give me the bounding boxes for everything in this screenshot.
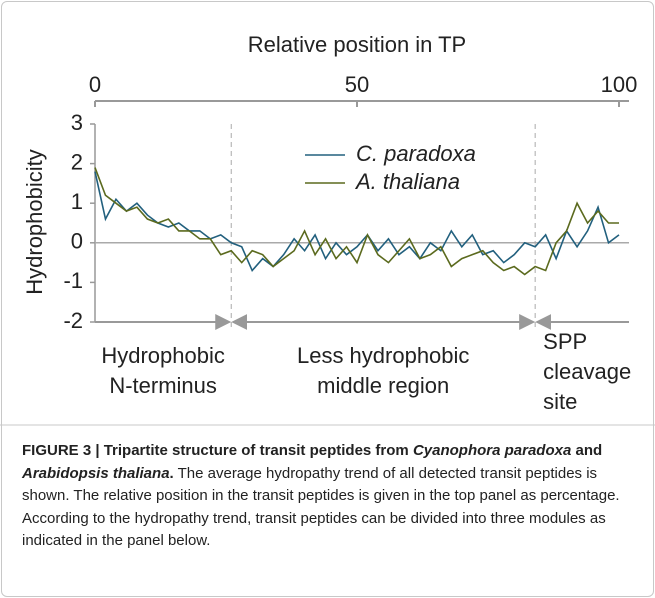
chart-title: Relative position in TP [248, 32, 467, 57]
caption-run: . [169, 464, 174, 482]
caption: FIGURE 3 | Tripartite structure of trans… [22, 440, 636, 553]
y-axis-label: Hydrophobicity [22, 149, 47, 295]
chart: Relative position in TP Hydrophobicity 0… [0, 32, 655, 426]
caption-run: Arabidopsis thaliana [22, 464, 170, 482]
x-tick-label: 100 [601, 72, 638, 97]
region-label: SPP [543, 329, 587, 354]
region-label: Less hydrophobic [297, 343, 469, 368]
caption-run: The average hydropathy trend of all dete… [22, 464, 620, 550]
region-label: cleavage [543, 359, 631, 384]
series-line [94, 167, 619, 276]
y-tick-label: -2 [63, 308, 83, 333]
region-label: N-terminus [109, 373, 217, 398]
legend-label: C. paradoxa [356, 141, 476, 166]
region-label: site [543, 389, 577, 414]
y-tick-label: 2 [71, 149, 83, 174]
y-tick-label: 1 [71, 189, 83, 214]
y-tick-label: 3 [71, 110, 83, 135]
region-label: middle region [317, 373, 449, 398]
y-tick-label: 0 [71, 229, 83, 254]
caption-run: FIGURE 3 | Tripartite structure of trans… [22, 442, 413, 459]
caption-run: Cyanophora paradoxa [412, 442, 572, 459]
x-tick-label: 0 [89, 72, 101, 97]
region-label: Hydrophobic [101, 343, 225, 368]
legend-label: A. thaliana [354, 169, 460, 194]
y-tick-label: -1 [63, 268, 83, 293]
series-line [94, 171, 620, 272]
caption-run: and [571, 442, 603, 459]
x-tick-label: 50 [345, 72, 369, 97]
